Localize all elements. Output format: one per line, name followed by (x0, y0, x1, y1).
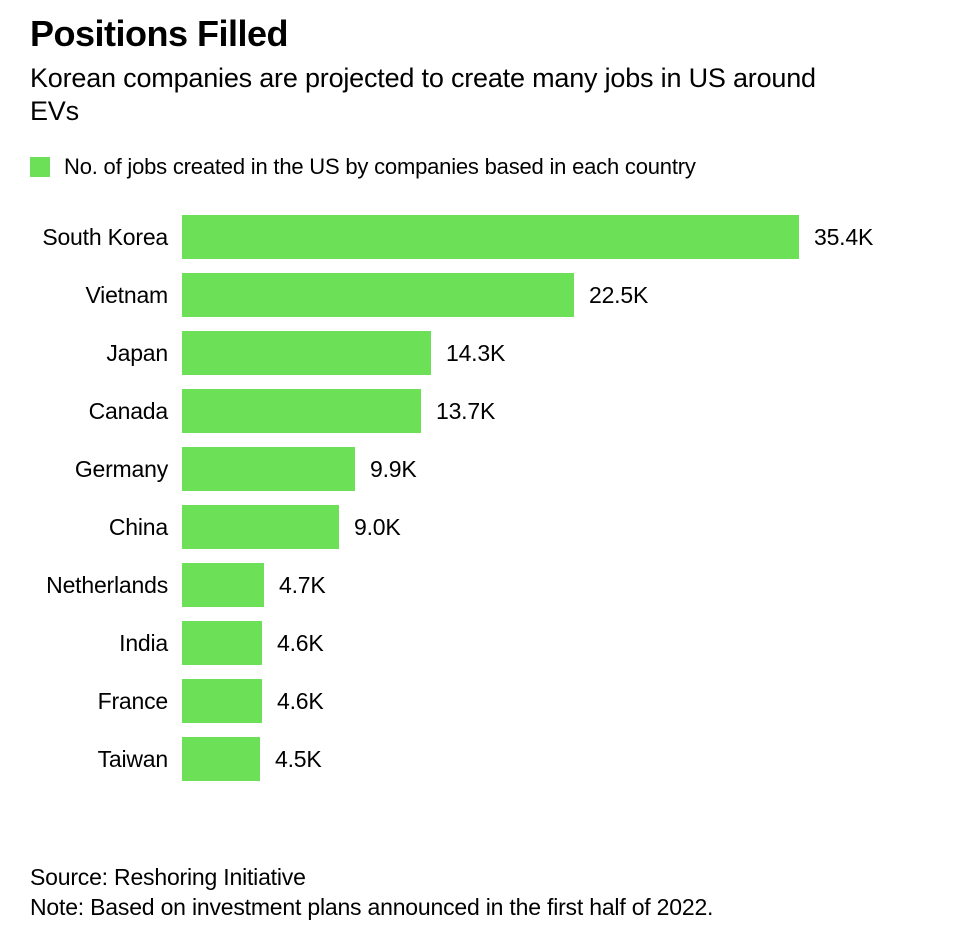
source-note: Source: Reshoring Initiative Note: Based… (30, 862, 944, 922)
bar (182, 331, 431, 376)
bar-chart: South Korea 35.4K Vietnam 22.5K Japan 14.3K Ca… (30, 208, 944, 788)
bar (182, 737, 260, 782)
chart-row: Canada 13.7K (30, 382, 944, 440)
chart-row: India 4.6K (30, 614, 944, 672)
chart-row: France 4.6K (30, 672, 944, 730)
value-label: 4.6K (277, 629, 324, 656)
note-text: Note: Based on investment plans announce… (30, 894, 714, 921)
category-label: South Korea (42, 223, 168, 250)
value-label: 13.7K (436, 397, 496, 424)
value-label: 4.5K (275, 745, 322, 772)
bar (182, 621, 262, 666)
category-label: India (119, 629, 168, 656)
category-label: Canada (88, 397, 169, 424)
category-label: Taiwan (97, 745, 169, 772)
chart-row: Japan 14.3K (30, 324, 944, 382)
bar (182, 505, 339, 550)
category-label: Netherlands (46, 571, 168, 598)
chart-row: China 9.0K (30, 498, 944, 556)
bar (182, 679, 262, 724)
chart-subtitle-line2: EVs (30, 96, 79, 127)
chart-row: South Korea 35.4K (30, 208, 944, 266)
chart-row: Vietnam 22.5K (30, 266, 944, 324)
category-label: Japan (106, 339, 168, 366)
value-label: 14.3K (446, 339, 506, 366)
value-label: 9.0K (354, 513, 401, 540)
value-label: 9.9K (370, 455, 417, 482)
chart-subtitle: Korean companies are projected to create… (30, 62, 944, 128)
chart-title: Positions Filled (30, 13, 289, 54)
bar (182, 447, 355, 492)
value-label: 4.7K (279, 571, 326, 598)
bar (182, 215, 799, 260)
category-label: Germany (74, 455, 168, 482)
legend-label: No. of jobs created in the US by compani… (64, 154, 696, 180)
bar (182, 563, 264, 608)
legend: No. of jobs created in the US by compani… (30, 154, 944, 180)
source-text: Source: Reshoring Initiative (30, 864, 306, 891)
bar (182, 273, 574, 318)
category-label: France (97, 687, 169, 714)
chart-row: Germany 9.9K (30, 440, 944, 498)
value-label: 35.4K (814, 223, 874, 250)
chart-row: Taiwan 4.5K (30, 730, 944, 788)
value-label: 4.6K (277, 687, 324, 714)
legend-swatch-icon (30, 157, 50, 178)
value-label: 22.5K (589, 281, 649, 308)
chart-row: Netherlands 4.7K (30, 556, 944, 614)
category-label: Vietnam (85, 281, 168, 308)
category-label: China (108, 513, 168, 540)
bar (182, 389, 421, 434)
chart-subtitle-line1: Korean companies are projected to create… (30, 63, 816, 94)
